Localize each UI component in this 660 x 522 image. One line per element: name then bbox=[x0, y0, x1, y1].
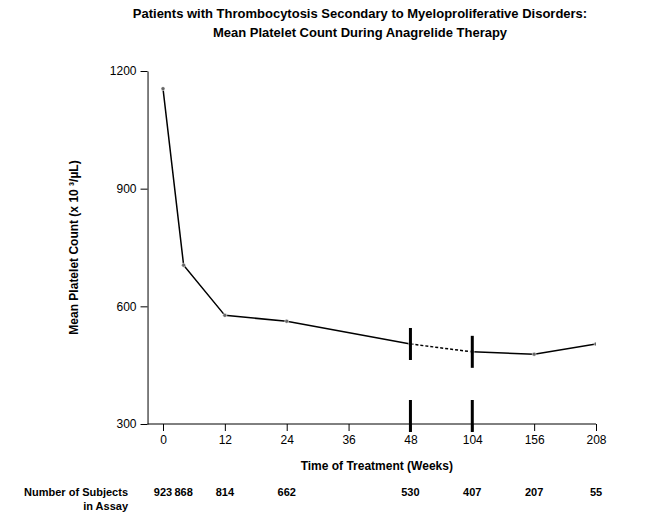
y-tick-mark bbox=[141, 189, 148, 190]
x-tick-mark bbox=[596, 424, 597, 431]
break-marker bbox=[471, 336, 474, 368]
y-tick: 600 bbox=[117, 300, 148, 314]
y-tick-label: 1200 bbox=[110, 64, 137, 78]
subjects-count: 814 bbox=[216, 486, 235, 498]
x-tick: 12 bbox=[219, 424, 233, 447]
x-tick-mark bbox=[349, 424, 350, 431]
y-tick: 1200 bbox=[110, 64, 148, 78]
x-tick-label: 208 bbox=[586, 433, 606, 447]
x-axis-title: Time of Treatment (Weeks) bbox=[301, 459, 453, 473]
line bbox=[163, 89, 410, 344]
subjects-row: Number of Subjects in Assay 923868 814 662 53… bbox=[24, 486, 602, 512]
subtitle: Mean Platelet Count During Anagrelide Th… bbox=[213, 25, 508, 40]
x-tick-label: 48 bbox=[404, 433, 418, 447]
axis-break bbox=[409, 328, 474, 432]
x-tick: 0 bbox=[160, 424, 167, 447]
x-tick-label: 24 bbox=[281, 433, 295, 447]
x-tick-label: 36 bbox=[342, 433, 356, 447]
x-tick-mark bbox=[225, 424, 226, 431]
marker bbox=[285, 319, 289, 323]
marker bbox=[223, 313, 227, 317]
x-tick: 208 bbox=[586, 424, 606, 447]
x-tick-mark bbox=[534, 424, 535, 431]
title: Patients with Thrombocytosis Secondary t… bbox=[133, 6, 587, 21]
y-axis: 300 600 900 1200 bbox=[110, 64, 148, 431]
subjects-count: 530 bbox=[401, 486, 419, 498]
marker bbox=[594, 342, 596, 346]
x-axis-line bbox=[148, 424, 596, 425]
chart: Patients with Thrombocytosis Secondary t… bbox=[0, 0, 660, 522]
y-tick-mark bbox=[141, 424, 148, 425]
break-marker bbox=[471, 400, 474, 432]
marker bbox=[182, 263, 186, 267]
x-tick-label: 156 bbox=[525, 433, 545, 447]
x-tick: 156 bbox=[525, 424, 545, 447]
subjects-count: 868 bbox=[174, 486, 192, 498]
break-marker bbox=[409, 328, 412, 360]
marker bbox=[161, 87, 165, 91]
plot-area bbox=[161, 87, 596, 357]
y-tick: 900 bbox=[117, 182, 148, 196]
subjects-count: 207 bbox=[525, 486, 543, 498]
x-tick-label: 104 bbox=[463, 433, 483, 447]
y-tick-label: 300 bbox=[117, 417, 137, 431]
subjects-title: in Assay bbox=[83, 500, 129, 512]
line-break-segment bbox=[410, 344, 472, 352]
y-tick: 300 bbox=[117, 417, 148, 431]
y-axis-line bbox=[148, 72, 149, 425]
subjects-count: 55 bbox=[590, 486, 602, 498]
x-tick-mark bbox=[287, 424, 288, 431]
x-tick-mark bbox=[163, 424, 164, 431]
y-tick-mark bbox=[141, 306, 148, 307]
x-tick: 24 bbox=[281, 424, 295, 447]
subjects-count: 923 bbox=[154, 486, 172, 498]
x-tick: 36 bbox=[342, 424, 356, 447]
subjects-title: Number of Subjects bbox=[24, 486, 128, 498]
break-marker bbox=[409, 400, 412, 432]
y-tick-label: 600 bbox=[117, 300, 137, 314]
subjects-count: 662 bbox=[278, 486, 296, 498]
x-tick-label: 12 bbox=[219, 433, 233, 447]
x-tick-label: 0 bbox=[160, 433, 167, 447]
y-tick-mark bbox=[141, 71, 148, 72]
y-axis-title: Mean Platelet Count (x 10 ³/µL) bbox=[67, 160, 81, 334]
y-tick-label: 900 bbox=[117, 182, 137, 196]
subjects-count: 407 bbox=[463, 486, 481, 498]
marker bbox=[532, 352, 536, 356]
x-axis: 0 12 24 36 48 104 156 208 bbox=[148, 424, 607, 447]
